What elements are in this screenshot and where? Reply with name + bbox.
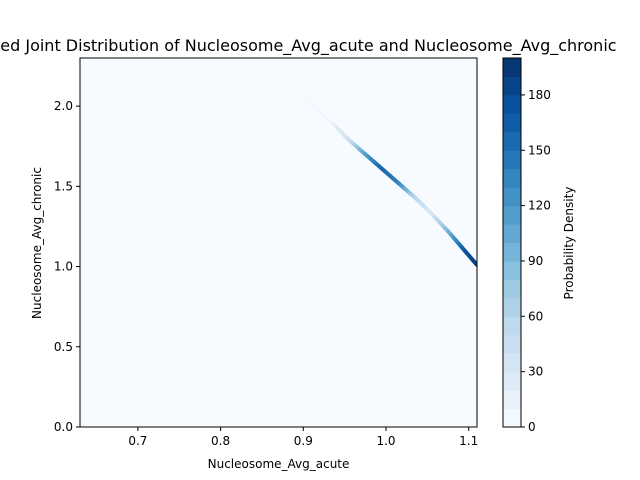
colorbar-level <box>503 168 521 188</box>
colorbar-level <box>503 371 521 391</box>
colorbar-level <box>503 205 521 225</box>
x-axis: 0.7 0.8 0.9 1.0 1.1 <box>128 427 478 448</box>
y-tick-label: 0.0 <box>54 420 73 434</box>
density-ridge <box>293 88 477 267</box>
colorbar-level <box>503 279 521 299</box>
colorbar: 0 30 60 90 120 150 180 <box>502 57 551 434</box>
colorbar-level <box>503 131 521 151</box>
x-tick-label: 1.1 <box>459 434 478 448</box>
colorbar-level <box>503 224 521 243</box>
colorbar-tick-label: 120 <box>528 199 551 213</box>
colorbar-frame <box>502 57 522 428</box>
colorbar-level <box>503 297 521 317</box>
colorbar-level <box>503 242 521 262</box>
colorbar-tick-label: 90 <box>528 254 543 268</box>
chart-title: Estimated Joint Distribution of Nucleoso… <box>0 36 617 56</box>
colorbar-tick-label: 150 <box>528 143 551 157</box>
colorbar-tick-label: 0 <box>528 420 536 434</box>
y-tick-label: 1.0 <box>54 260 73 274</box>
colorbar-label: Probability Density <box>562 187 576 300</box>
y-axis-label: Nucleosome_Avg_chronic <box>30 167 44 319</box>
colorbar-tick-label: 30 <box>528 365 543 379</box>
colorbar-level <box>503 334 521 354</box>
x-tick-label: 0.7 <box>128 434 147 448</box>
colorbar-level <box>503 390 521 410</box>
colorbar-level <box>503 408 521 428</box>
colorbar-level <box>503 187 521 207</box>
colorbar-level <box>503 58 521 77</box>
colorbar-level <box>503 150 521 170</box>
colorbar-tick-label: 180 <box>528 88 551 102</box>
colorbar-level <box>503 260 521 280</box>
plot-area <box>80 58 477 427</box>
y-tick-label: 0.5 <box>54 340 73 354</box>
y-tick-label: 2.0 <box>54 99 73 113</box>
x-axis-label: Nucleosome_Avg_acute <box>208 457 350 471</box>
y-tick-label: 1.5 <box>54 179 73 193</box>
colorbar-level <box>503 94 521 114</box>
x-tick-label: 0.8 <box>211 434 230 448</box>
colorbar-level <box>503 353 521 373</box>
colorbar-level <box>503 316 521 336</box>
y-axis: 0.0 0.5 1.0 1.5 2.0 <box>54 99 80 434</box>
x-tick-label: 1.0 <box>376 434 395 448</box>
colorbar-level <box>503 76 521 96</box>
x-tick-label: 0.9 <box>294 434 313 448</box>
colorbar-tick-label: 60 <box>528 309 543 323</box>
plot-frame <box>79 57 478 428</box>
colorbar-level <box>503 113 521 133</box>
